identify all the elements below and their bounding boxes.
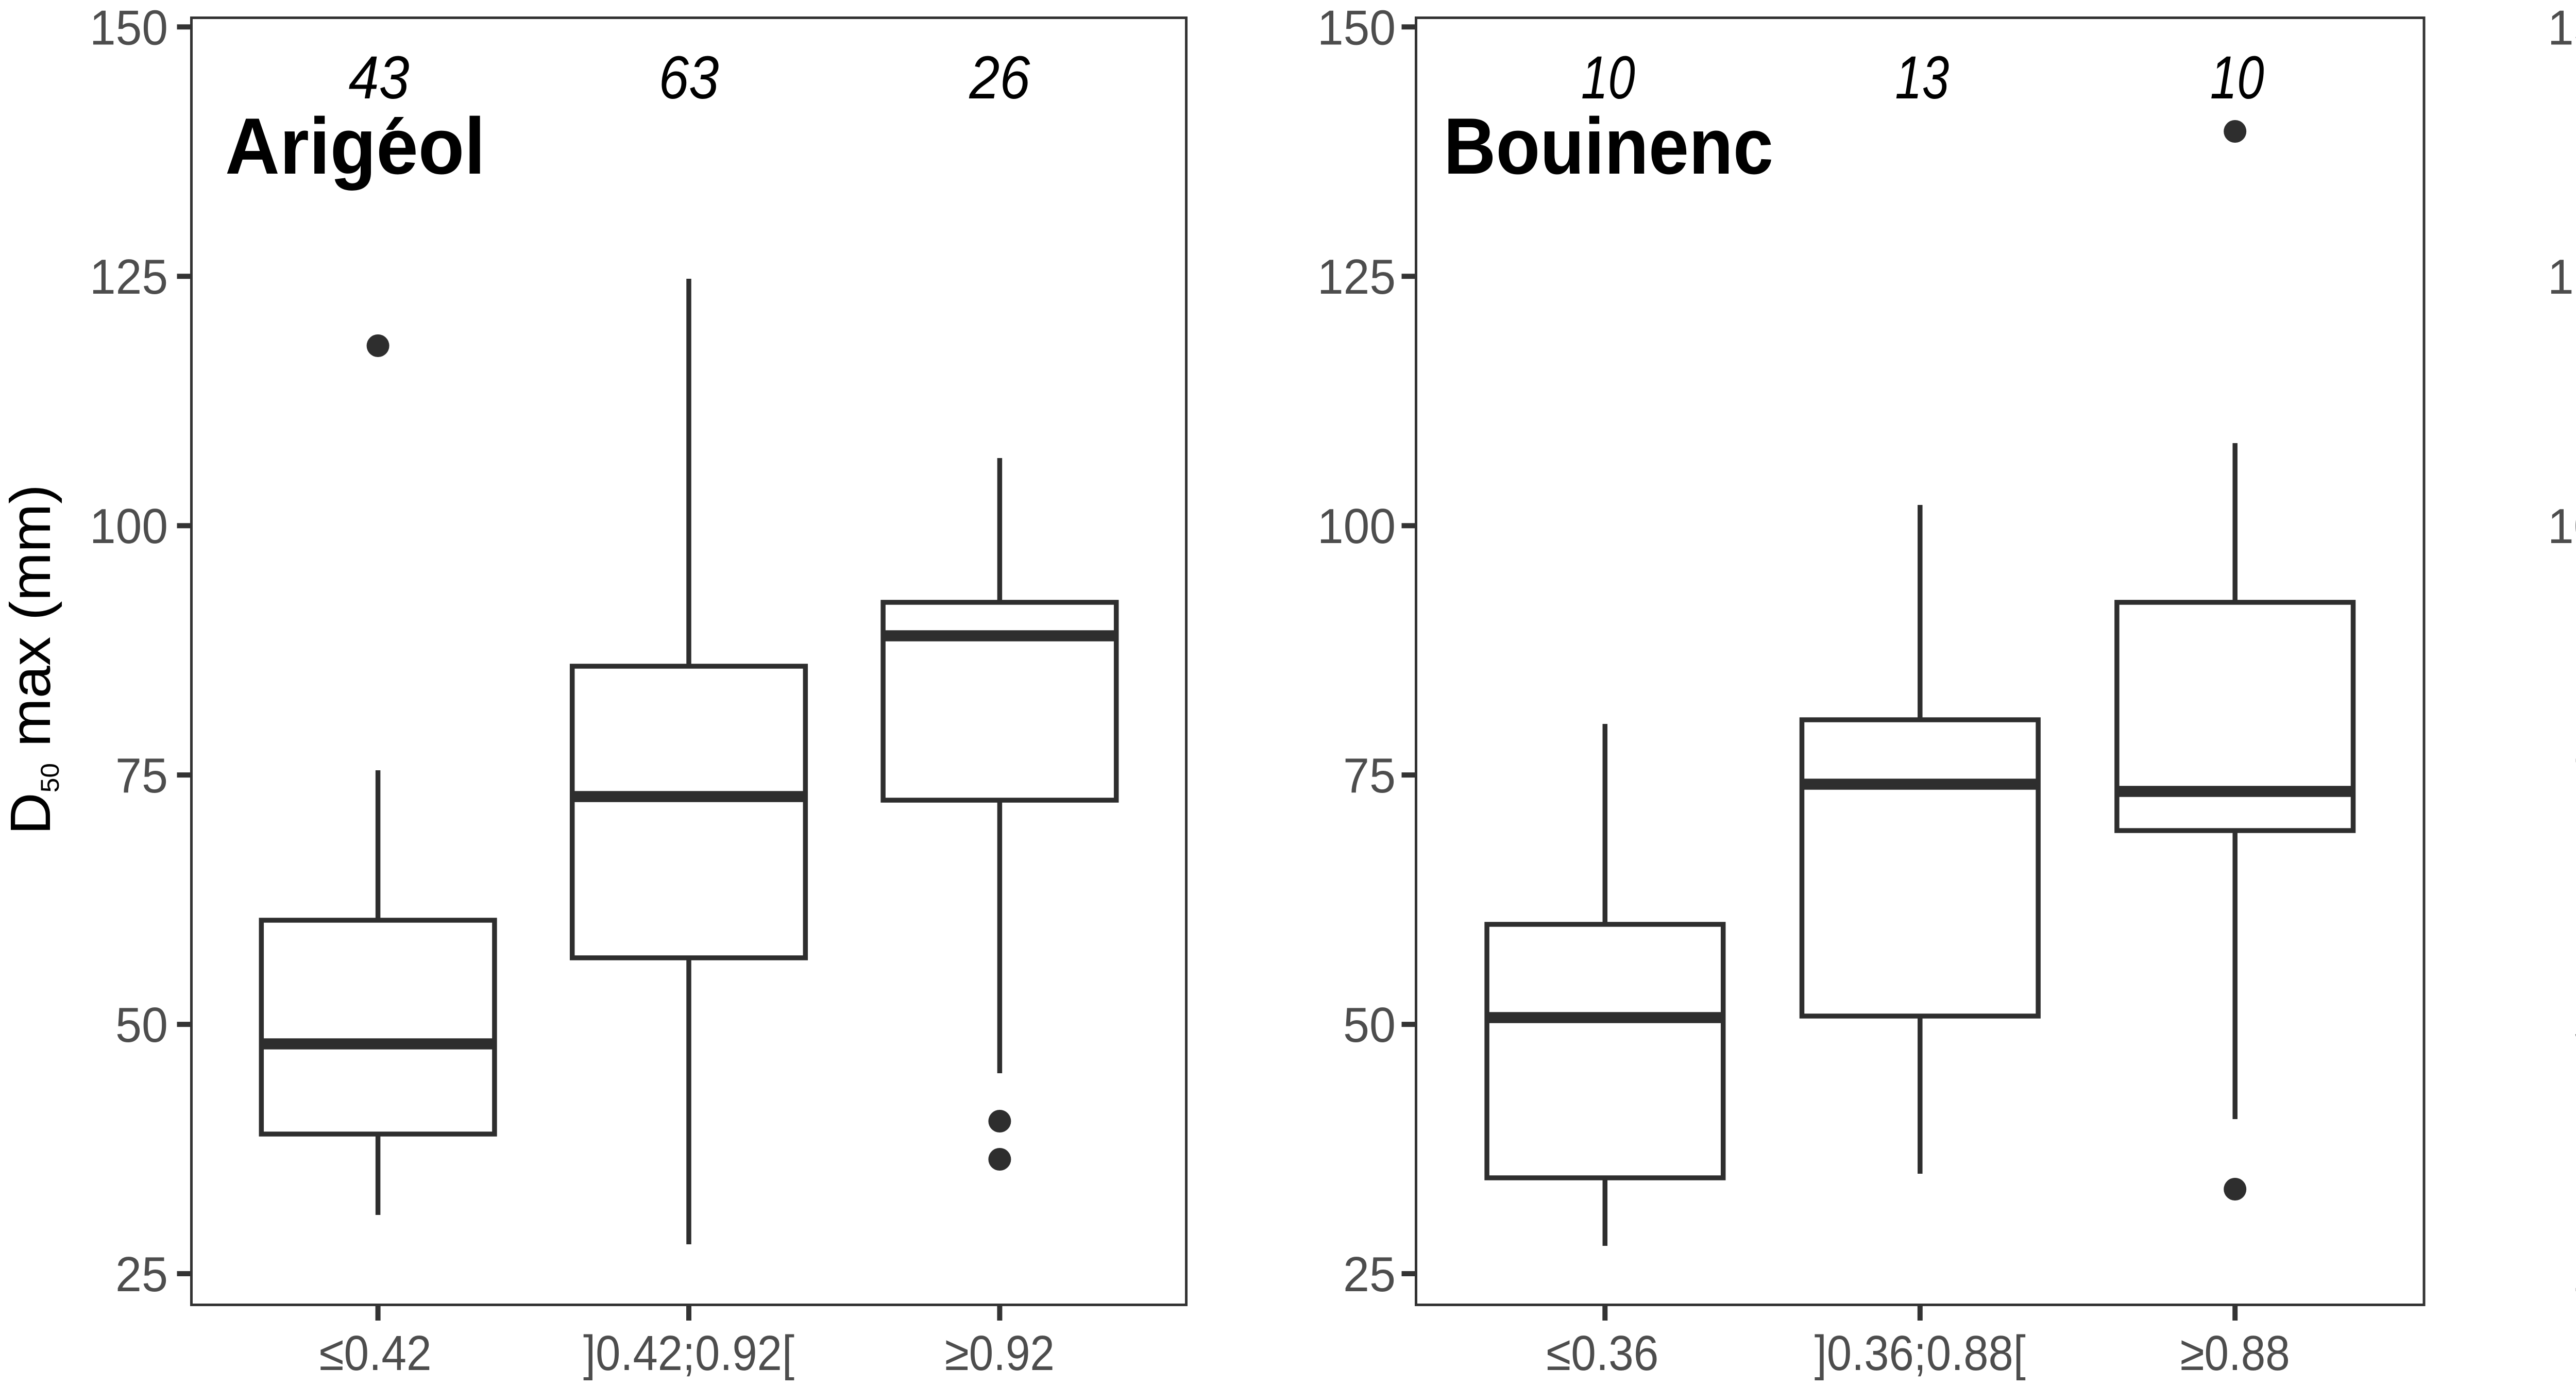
svg-text:50: 50 xyxy=(115,998,168,1053)
svg-text:125: 125 xyxy=(90,249,168,305)
svg-text:10: 10 xyxy=(1581,44,1635,112)
svg-text:100: 100 xyxy=(90,499,168,554)
svg-text:25: 25 xyxy=(1343,1247,1396,1302)
svg-text:125: 125 xyxy=(2548,249,2576,305)
svg-text:13: 13 xyxy=(1895,44,1949,112)
svg-text:100: 100 xyxy=(1317,499,1396,554)
svg-text:150: 150 xyxy=(2548,0,2576,55)
svg-text:]0.36;0.88[: ]0.36;0.88[ xyxy=(1815,1326,2026,1381)
svg-text:26: 26 xyxy=(969,44,1030,112)
svg-text:75: 75 xyxy=(115,748,168,803)
svg-text:100: 100 xyxy=(2548,499,2576,554)
svg-text:150: 150 xyxy=(1317,0,1396,55)
svg-text:50: 50 xyxy=(1343,998,1396,1053)
svg-text:10: 10 xyxy=(2210,44,2264,112)
svg-text:125: 125 xyxy=(1317,249,1396,305)
svg-text:≤0.36: ≤0.36 xyxy=(1546,1326,1658,1381)
svg-text:150: 150 xyxy=(90,0,168,55)
svg-text:50: 50 xyxy=(2573,998,2576,1053)
svg-text:75: 75 xyxy=(2573,748,2576,803)
svg-text:]0.42;0.92[: ]0.42;0.92[ xyxy=(583,1326,794,1381)
svg-text:Arigeol: Arigeol xyxy=(225,102,485,191)
svg-text:25: 25 xyxy=(115,1247,168,1302)
svg-text:43: 43 xyxy=(349,44,410,112)
svg-text:≤0.42: ≤0.42 xyxy=(319,1326,432,1381)
svg-text:≥0.92: ≥0.92 xyxy=(945,1326,1055,1381)
svg-text:Bouinenc: Bouinenc xyxy=(1444,102,1773,191)
svg-text:25: 25 xyxy=(2573,1247,2576,1302)
svg-text:75: 75 xyxy=(1343,748,1396,803)
svg-text:63: 63 xyxy=(659,44,719,112)
svg-text:≥0.88: ≥0.88 xyxy=(2180,1326,2290,1381)
